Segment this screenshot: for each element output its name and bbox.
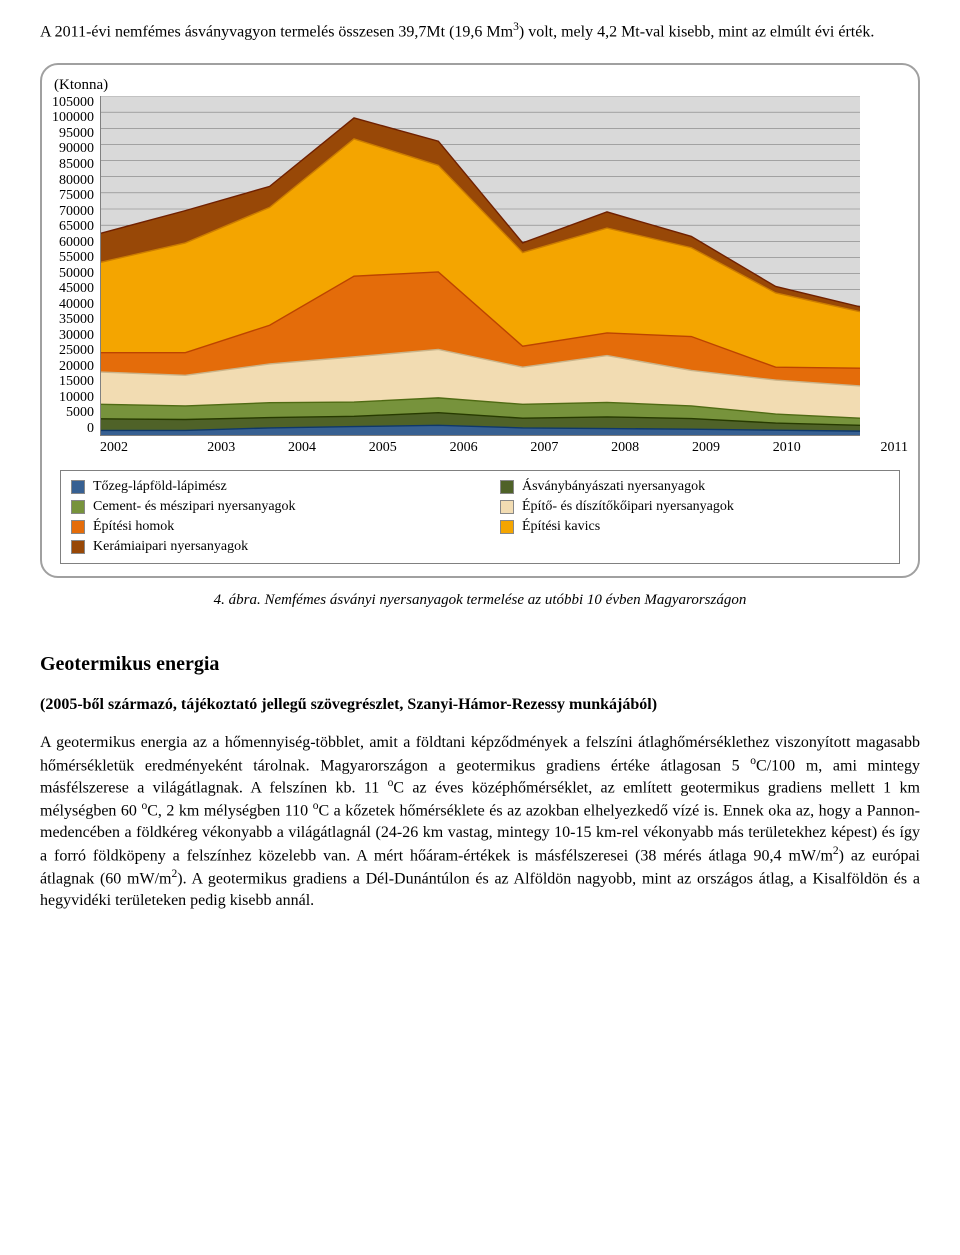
x-tick: 2002 [100, 440, 181, 456]
y-tick: 20000 [59, 360, 94, 374]
legend-item: Építő- és díszítőkőipari nyersanyagok [500, 499, 889, 515]
legend-item: Cement- és mészipari nyersanyagok [71, 499, 460, 515]
x-tick: 2003 [181, 440, 262, 456]
y-tick: 100000 [52, 111, 94, 125]
y-tick: 55000 [59, 251, 94, 265]
y-tick: 70000 [59, 205, 94, 219]
legend-swatch [500, 520, 514, 534]
y-tick: 40000 [59, 298, 94, 312]
y-tick: 0 [87, 422, 94, 436]
legend-label: Kerámiaipari nyersanyagok [93, 539, 248, 555]
y-tick: 80000 [59, 174, 94, 188]
subsection-note: (2005-ből származó, tájékoztató jellegű … [40, 696, 920, 714]
legend-swatch [71, 480, 85, 494]
y-tick: 90000 [59, 142, 94, 156]
figure-caption: 4. ábra. Nemfémes ásványi nyersanyagok t… [40, 592, 920, 609]
chart-plot-area [100, 96, 860, 436]
legend-item: Építési homok [71, 519, 460, 535]
y-tick: 105000 [52, 96, 94, 110]
y-axis: 1050001000009500090000850008000075000700… [52, 96, 100, 436]
legend-label: Építési kavics [522, 519, 600, 535]
x-tick: 2006 [423, 440, 504, 456]
x-tick: 2004 [262, 440, 343, 456]
y-tick: 50000 [59, 267, 94, 281]
y-axis-unit-label: (Ktonna) [54, 77, 908, 94]
y-tick: 75000 [59, 189, 94, 203]
y-tick: 45000 [59, 282, 94, 296]
legend-label: Cement- és mészipari nyersanyagok [93, 499, 296, 515]
x-tick: 2009 [666, 440, 747, 456]
legend-swatch [500, 480, 514, 494]
chart-frame: (Ktonna) 1050001000009500090000850008000… [40, 63, 920, 578]
y-tick: 60000 [59, 236, 94, 250]
legend-swatch [500, 500, 514, 514]
legend-item: Építési kavics [500, 519, 889, 535]
legend-item: Ásványbányászati nyersanyagok [500, 479, 889, 495]
y-tick: 25000 [59, 344, 94, 358]
y-tick: 35000 [59, 313, 94, 327]
intro-paragraph: A 2011-évi nemfémes ásványvagyon termelé… [40, 20, 920, 43]
body-paragraph: A geotermikus energia az a hőmennyiség-t… [40, 732, 920, 911]
x-tick: 2005 [342, 440, 423, 456]
legend-item: Tőzeg-lápföld-lápimész [71, 479, 460, 495]
y-tick: 85000 [59, 158, 94, 172]
section-title: Geotermikus energia [40, 653, 920, 676]
x-tick: 2010 [746, 440, 827, 456]
y-tick: 10000 [59, 391, 94, 405]
x-axis: 2002200320042005200620072008200920102011 [100, 440, 908, 456]
legend-item: Kerámiaipari nyersanyagok [71, 539, 460, 555]
legend-label: Építő- és díszítőkőipari nyersanyagok [522, 499, 734, 515]
legend-label: Tőzeg-lápföld-lápimész [93, 479, 227, 495]
x-tick: 2011 [827, 440, 908, 456]
legend-swatch [71, 540, 85, 554]
legend-label: Építési homok [93, 519, 174, 535]
y-tick: 65000 [59, 220, 94, 234]
y-tick: 95000 [59, 127, 94, 141]
chart-legend: Tőzeg-lápföld-lápimész Ásványbányászati n… [60, 470, 900, 564]
y-tick: 5000 [66, 406, 94, 420]
legend-label: Ásványbányászati nyersanyagok [522, 479, 705, 495]
legend-swatch [71, 500, 85, 514]
x-tick: 2008 [585, 440, 666, 456]
y-tick: 30000 [59, 329, 94, 343]
legend-swatch [71, 520, 85, 534]
y-tick: 15000 [59, 375, 94, 389]
x-tick: 2007 [504, 440, 585, 456]
